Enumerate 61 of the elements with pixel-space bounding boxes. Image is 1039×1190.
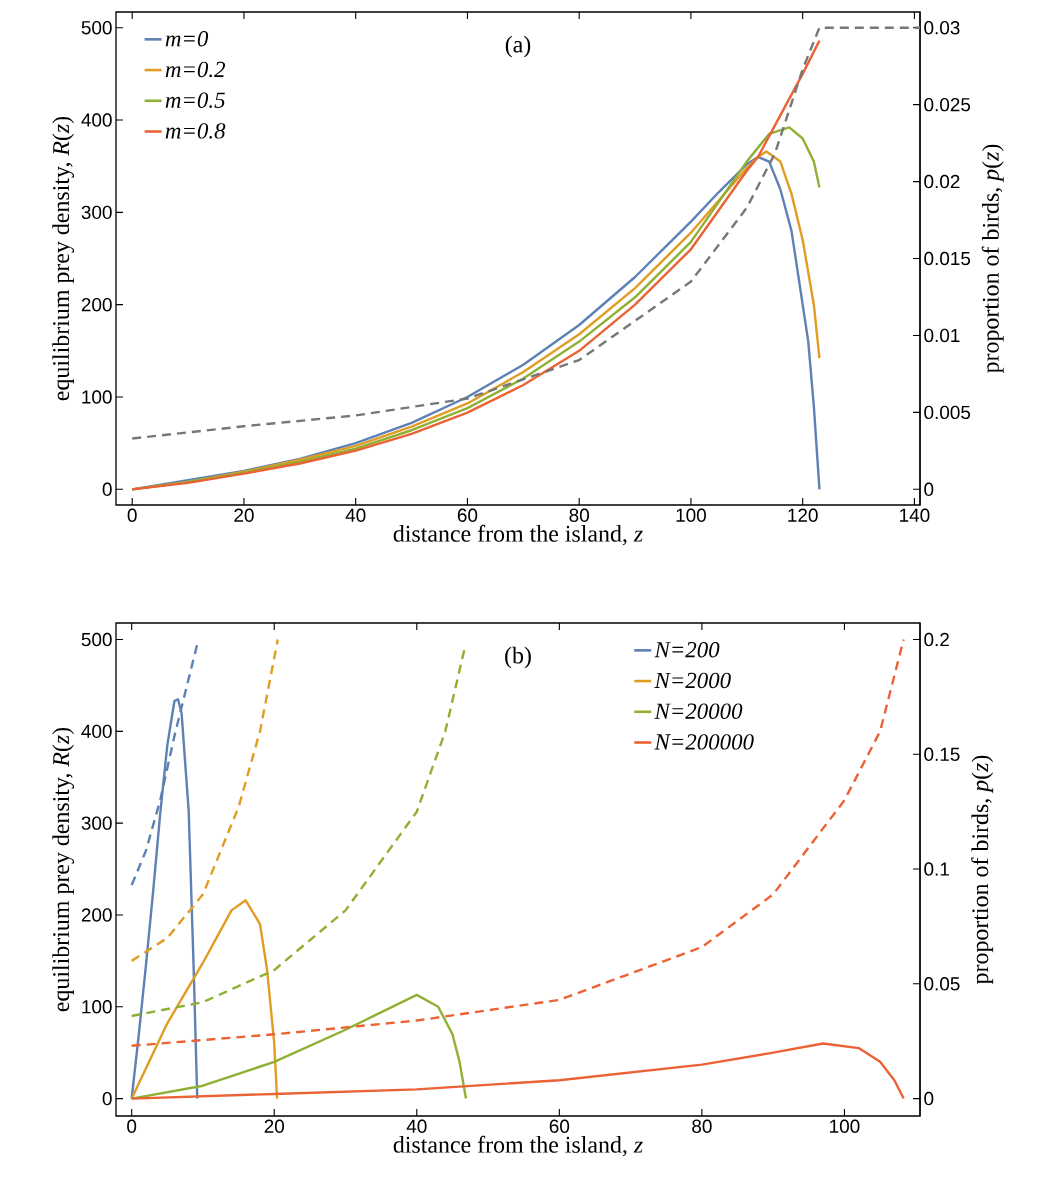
y2-tick-label: 0.025 xyxy=(924,97,971,112)
y2-tick-label: 0.2 xyxy=(924,632,949,647)
y-tick-label: 100 xyxy=(82,390,112,404)
x-tick-label: 20 xyxy=(234,508,254,522)
y2-tick-label: 0.005 xyxy=(924,405,971,420)
y2-tick-label: 0.05 xyxy=(924,977,960,991)
y-tick-label: 500 xyxy=(81,21,112,35)
x-tick-label: 120 xyxy=(788,508,818,522)
y-axis-title: equilibrium prey density, R(z) xyxy=(52,727,75,1012)
legend-label: m=0.2 xyxy=(165,61,226,78)
y-axis-title: equilibrium prey density, R(z) xyxy=(52,116,75,401)
y-tick-label: 300 xyxy=(81,816,112,830)
x-axis-title: distance from the island, z xyxy=(393,1135,643,1157)
legend-label: N=2000 xyxy=(654,672,731,689)
legend-label: N=200000 xyxy=(654,734,754,750)
y2-tick-label: 0.03 xyxy=(924,21,960,35)
x-tick-label: 20 xyxy=(264,1119,285,1133)
line-series xyxy=(130,638,905,1047)
legend-label: m=0 xyxy=(165,30,209,47)
x-tick-label: 60 xyxy=(457,508,478,522)
annotation: (a) xyxy=(505,35,531,58)
y-tick-label: 400 xyxy=(81,113,112,127)
y-tick-label: 200 xyxy=(81,297,112,312)
y2-tick-label: 0.02 xyxy=(924,174,960,189)
line-series xyxy=(130,1042,905,1100)
x-tick-label: 80 xyxy=(569,508,589,522)
line-series xyxy=(130,993,468,1100)
x-tick-label: 80 xyxy=(692,1119,712,1133)
y-tick-label: 500 xyxy=(81,632,112,647)
y2-tick-label: 0.015 xyxy=(924,251,971,266)
y-tick-label: 0 xyxy=(102,1091,112,1106)
y2-tick-label: 0.1 xyxy=(924,862,949,876)
y2-tick-label: 0 xyxy=(924,482,934,497)
y2-axis-title: proportion of birds, p(z) xyxy=(971,755,994,985)
y2-tick-label: 0 xyxy=(924,1091,934,1106)
x-tick-label: 40 xyxy=(345,508,366,522)
line-series xyxy=(131,26,921,440)
x-tick-label: 0 xyxy=(127,508,137,522)
y2-tick-label: 0.01 xyxy=(924,328,960,343)
x-tick-label: 100 xyxy=(830,1119,860,1133)
y-tick-label: 100 xyxy=(82,1000,112,1014)
legend-label: m=0.8 xyxy=(165,123,226,139)
y-tick-label: 200 xyxy=(81,908,112,922)
x-tick-label: 140 xyxy=(900,508,930,522)
y-tick-label: 0 xyxy=(102,482,112,497)
line-series xyxy=(130,647,466,1018)
x-tick-label: 60 xyxy=(549,1119,570,1133)
legend-label: N=20000 xyxy=(654,703,743,719)
x-tick-label: 0 xyxy=(127,1119,137,1133)
x-axis-title: distance from the island, z xyxy=(393,524,643,546)
y2-axis-title: proportion of birds, p(z) xyxy=(981,144,1004,374)
legend-label: N=200 xyxy=(654,641,720,658)
y-tick-label: 300 xyxy=(81,205,112,220)
line-series xyxy=(130,638,279,963)
x-tick-label: 100 xyxy=(676,508,706,522)
y2-tick-label: 0.15 xyxy=(924,747,960,762)
x-tick-label: 40 xyxy=(406,1119,427,1133)
legend-label: m=0.5 xyxy=(165,92,225,108)
annotation: (b) xyxy=(505,646,531,669)
y-tick-label: 400 xyxy=(81,724,112,739)
line-series xyxy=(130,899,279,1100)
